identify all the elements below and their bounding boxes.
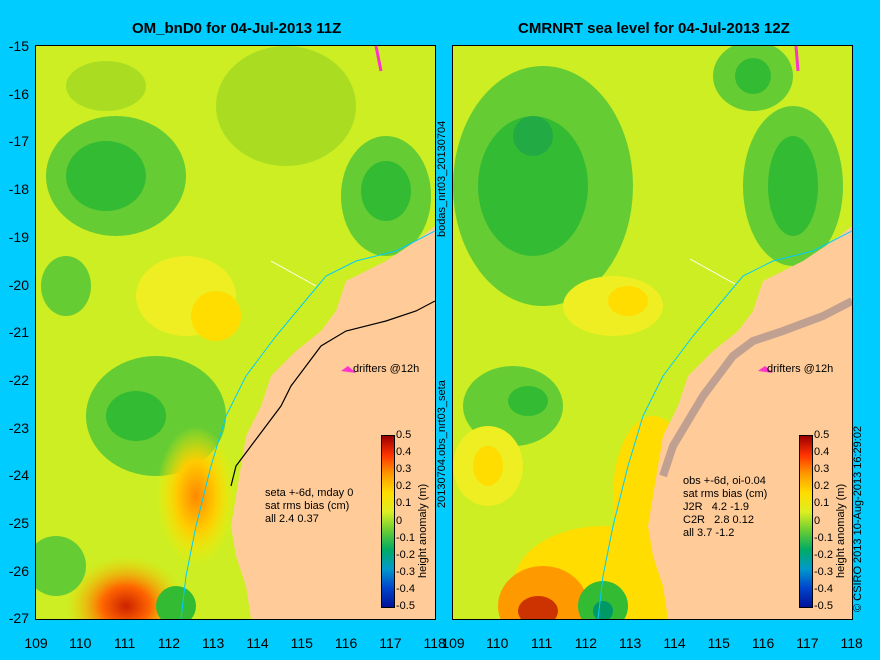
right-colorbar bbox=[799, 435, 813, 608]
x-tick-label: 115 bbox=[707, 635, 730, 651]
colorbar-tick-label: 0.4 bbox=[396, 446, 412, 459]
y-tick-label: -16 bbox=[8, 85, 29, 102]
colorbar-tick-label: 0.1 bbox=[396, 497, 412, 510]
y-tick-label: -20 bbox=[8, 276, 29, 293]
colorbar-tick-label: -0.5 bbox=[396, 600, 415, 612]
y-tick-label: -23 bbox=[8, 419, 29, 436]
x-tick-label: 116 bbox=[334, 635, 358, 651]
left-colorbar bbox=[381, 435, 395, 608]
left-drifters-label: drifters @12h bbox=[353, 363, 420, 375]
x-tick-label: 113 bbox=[202, 635, 225, 651]
y-tick-label: -26 bbox=[8, 562, 29, 579]
right-map-title: CMRNRT sea level for 04-Jul-2013 12Z bbox=[518, 20, 790, 37]
right-colorbar-label: height anomaly (m) bbox=[835, 483, 847, 578]
y-tick-label: -19 bbox=[8, 228, 29, 245]
y-tick-label: -18 bbox=[8, 181, 29, 198]
colorbar-tick-label: -0.4 bbox=[396, 582, 415, 595]
x-tick-label: 116 bbox=[751, 635, 775, 651]
colorbar-tick-label: -0.1 bbox=[814, 531, 833, 544]
colorbar-tick-label: 0.5 bbox=[396, 429, 412, 441]
y-tick-label: -25 bbox=[8, 515, 29, 531]
x-tick-label: 113 bbox=[619, 635, 642, 651]
colorbar-tick-label: 0 bbox=[814, 514, 821, 527]
colorbar-tick-label: 0.2 bbox=[396, 480, 412, 493]
x-tick-label: 118 bbox=[423, 635, 446, 651]
x-tick-label: 112 bbox=[574, 635, 598, 651]
x-tick-label: 114 bbox=[246, 635, 269, 651]
x-tick-label: 117 bbox=[379, 635, 402, 651]
colorbar-tick-label: -0.2 bbox=[814, 548, 833, 561]
middle-source-label-top: bodas_nrt03_20130704 bbox=[436, 120, 448, 237]
x-tick-label: 111 bbox=[113, 635, 136, 651]
left-stats-box: seta +-6d, mday 0 sat rms bias (cm) all … bbox=[265, 487, 354, 525]
y-tick-label: -17 bbox=[8, 133, 29, 150]
colorbar-tick-label: 0.2 bbox=[814, 480, 830, 493]
colorbar-tick-label: 0.5 bbox=[814, 429, 830, 441]
x-tick-label: 109 bbox=[24, 635, 48, 651]
x-tick-label: 118 bbox=[840, 635, 863, 651]
colorbar-tick-label: -0.3 bbox=[396, 565, 415, 578]
left-map-title: OM_bnD0 for 04-Jul-2013 11Z bbox=[132, 20, 342, 37]
colorbar-tick-label: -0.4 bbox=[814, 582, 833, 595]
middle-source-label-bottom: 20130704.obs_nrt03_seta bbox=[436, 380, 448, 508]
right-height-anomaly-map bbox=[453, 46, 852, 619]
colorbar-tick-label: 0.1 bbox=[814, 497, 830, 510]
x-tick-label: 114 bbox=[663, 635, 686, 651]
x-tick-label: 112 bbox=[157, 635, 181, 651]
left-colorbar-label: height anomaly (m) bbox=[417, 483, 429, 578]
right-drifters-label: drifters @12h bbox=[767, 363, 834, 375]
right-map-panel bbox=[452, 45, 853, 620]
x-tick-label: 111 bbox=[530, 635, 553, 651]
right-stats-box: obs +-6d, oi-0.04 sat rms bias (cm) J2R … bbox=[683, 475, 768, 539]
left-map-panel bbox=[35, 45, 436, 620]
x-tick-label: 110 bbox=[69, 635, 92, 651]
x-tick-label: 110 bbox=[486, 635, 509, 651]
y-tick-label: -21 bbox=[8, 324, 29, 341]
left-height-anomaly-map bbox=[36, 46, 435, 619]
x-tick-label: 115 bbox=[290, 635, 313, 651]
y-tick-label: -22 bbox=[8, 371, 29, 388]
x-tick-label: 109 bbox=[441, 635, 465, 651]
credit-text: © CSIRO 2013 10-Aug-2013 16:29:02 bbox=[852, 425, 864, 612]
colorbar-tick-label: -0.3 bbox=[814, 565, 833, 578]
colorbar-tick-label: 0.3 bbox=[396, 463, 412, 476]
y-tick-label: -27 bbox=[8, 610, 29, 627]
colorbar-tick-label: -0.2 bbox=[396, 548, 415, 561]
y-tick-label: -15 bbox=[8, 38, 29, 54]
y-tick-label: -24 bbox=[8, 467, 29, 484]
x-tick-label: 117 bbox=[796, 635, 819, 651]
colorbar-tick-label: -0.1 bbox=[396, 531, 415, 544]
colorbar-tick-label: 0.3 bbox=[814, 463, 830, 476]
colorbar-tick-label: 0.4 bbox=[814, 446, 830, 459]
colorbar-tick-label: 0 bbox=[396, 514, 403, 527]
colorbar-tick-label: -0.5 bbox=[814, 600, 833, 612]
